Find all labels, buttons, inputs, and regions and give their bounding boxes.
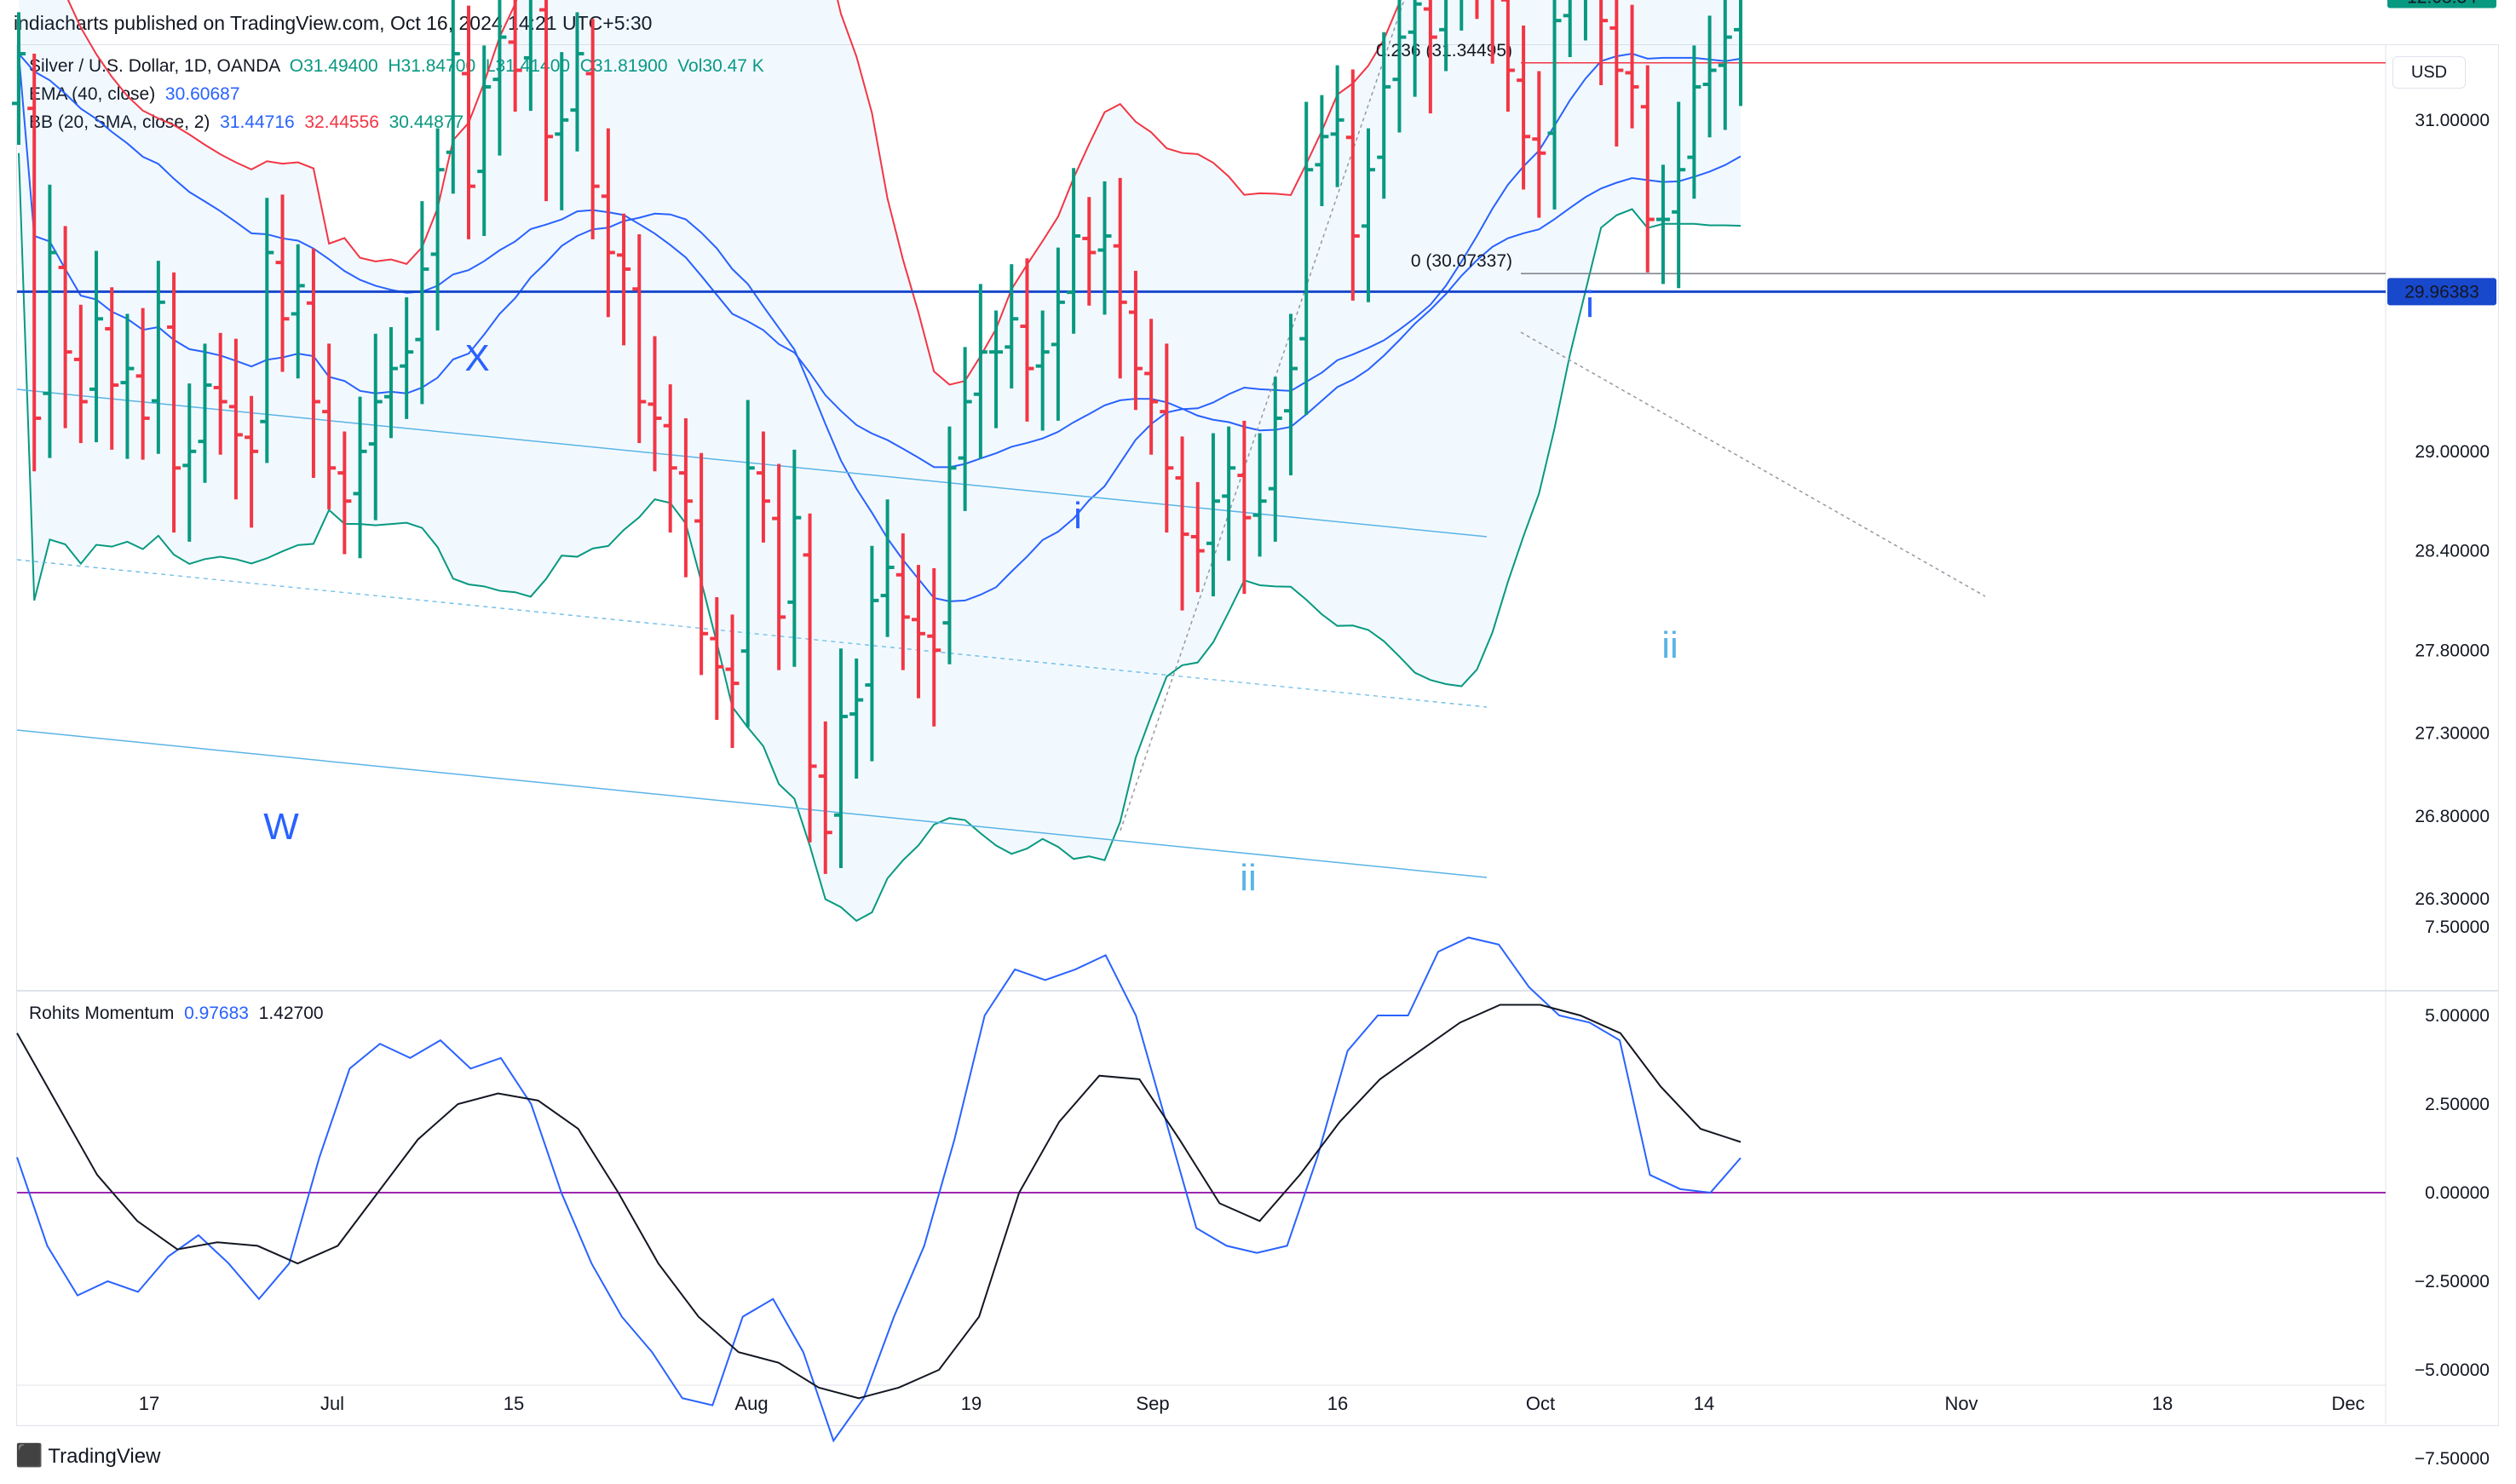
symbol-name[interactable]: Silver / U.S. Dollar, 1D, OANDA [29, 56, 280, 76]
bb-basis-value: 31.44716 [220, 112, 295, 132]
time-axis-tick: Oct [1526, 1393, 1555, 1414]
time-axis-tick: 16 [1327, 1393, 1348, 1414]
bollinger-upper-line [66, 0, 1402, 386]
bb-upper-value: 32.44556 [304, 112, 379, 132]
tradingview-logo-icon: ⬛ [15, 1442, 43, 1468]
wave-label: ii [1661, 624, 1678, 666]
osc-series-line [16, 1004, 1742, 1400]
volume-value: Vol30.47 K [677, 56, 764, 76]
wave-label: ii [1240, 857, 1257, 899]
oscillator-legend[interactable]: Rohits Momentum 0.97683 1.42700 [29, 1004, 324, 1024]
bollinger-basis-line [18, 53, 1742, 602]
osc-axis-tick: −2.50000 [2415, 1272, 2490, 1291]
ema-line [18, 53, 1742, 469]
last-price-tag [2387, 0, 2496, 9]
symbol-legend[interactable]: Silver / U.S. Dollar, 1D, OANDA O31.4940… [29, 56, 764, 77]
fib-level-label: 0.236 (31.34495) [1376, 41, 1512, 60]
wave-label: i [1586, 284, 1594, 325]
osc-axis-tick: −5.00000 [2415, 1360, 2490, 1380]
price-axis-tick: 26.80000 [2415, 807, 2490, 826]
time-axis-tick: Nov [1944, 1393, 1978, 1414]
time-axis-tick: 14 [1694, 1393, 1714, 1414]
currency-button[interactable]: USD [2392, 56, 2466, 89]
bb-lower-value: 30.44877 [389, 112, 464, 132]
wave-label: X [464, 337, 489, 379]
osc-value-2: 1.42700 [258, 1004, 324, 1023]
osc-label: Rohits Momentum [29, 1004, 175, 1023]
fib-level-label: 0 (30.07337) [1411, 251, 1512, 271]
time-axis-tick: Aug [734, 1393, 768, 1414]
time-axis-tick: Jul [320, 1393, 344, 1414]
channel-upper-line [16, 388, 1488, 538]
osc-axis-tick: 0.00000 [2425, 1183, 2490, 1203]
close-value: C31.81900 [579, 56, 668, 76]
support-price-label: 29.96383 [2404, 282, 2479, 302]
countdown-label: 12:08:34 [2407, 0, 2477, 8]
support-price-tag [2387, 278, 2496, 306]
time-axis-tick: Sep [1136, 1393, 1169, 1414]
osc-axis-tick: 7.50000 [2425, 917, 2490, 937]
wave-label: i [1074, 495, 1082, 537]
price-axis-tick: 27.80000 [2415, 641, 2490, 660]
bollinger-lower-line [18, 152, 1742, 923]
bb-label: BB (20, SMA, close, 2) [29, 112, 210, 132]
price-axis-tick: 26.30000 [2415, 889, 2490, 909]
channel-mid-line [16, 559, 1488, 708]
chart-frame [16, 44, 2499, 1426]
osc-axis-tick: 2.50000 [2425, 1095, 2490, 1114]
tradingview-logo-text: TradingView [48, 1445, 161, 1468]
fib-trend-line [1120, 0, 1405, 831]
tradingview-logo[interactable]: ⬛ TradingView [15, 1442, 160, 1469]
time-axis-tick: 19 [961, 1393, 982, 1414]
osc-value-1: 0.97683 [184, 1004, 249, 1023]
time-axis-tick: Dec [2331, 1393, 2364, 1414]
osc-axis-tick: −7.50000 [2415, 1449, 2490, 1469]
price-axis-tick: 29.00000 [2415, 442, 2490, 462]
bollinger-fill [19, 0, 1741, 921]
time-axis-tick: 15 [504, 1393, 524, 1414]
price-axis-tick: 28.40000 [2415, 542, 2490, 561]
price-axis-tick: 27.30000 [2415, 724, 2490, 744]
wave-label: W [263, 806, 299, 848]
price-axis-tick: 31.00000 [2415, 111, 2490, 130]
fib-retrace-line [1520, 331, 1986, 597]
ema-value: 30.60687 [164, 84, 240, 104]
time-axis-tick: 18 [2152, 1393, 2173, 1414]
time-axis-tick: 17 [139, 1393, 159, 1414]
low-value: L31.41400 [485, 56, 571, 76]
osc-axis-tick: 5.00000 [2425, 1006, 2490, 1026]
channel-lower-line [16, 729, 1488, 878]
open-value: O31.49400 [289, 56, 378, 76]
osc-series-line [16, 936, 1742, 1443]
bb-legend[interactable]: BB (20, SMA, close, 2) 31.44716 32.44556… [29, 112, 463, 133]
